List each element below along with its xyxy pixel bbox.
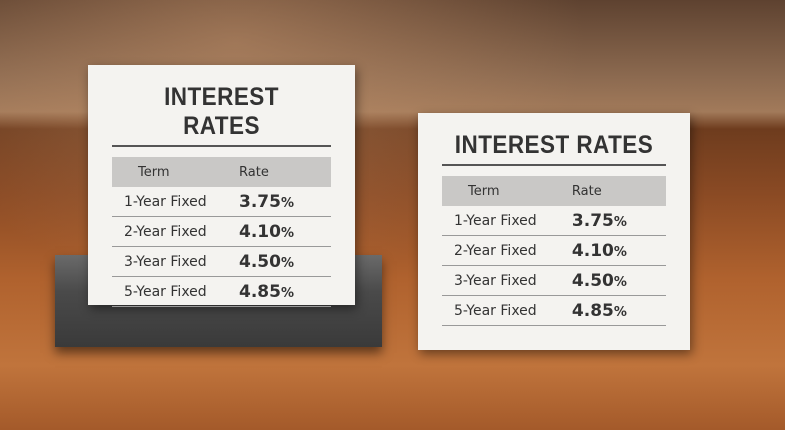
- sign-title: INTEREST RATES: [454, 131, 654, 159]
- rate-cell: 4.10%: [571, 240, 627, 261]
- table-row: 5-Year Fixed 4.85%: [442, 296, 666, 326]
- table-row: 3-Year Fixed 4.50%: [112, 247, 331, 277]
- header-cell: Term: [468, 183, 500, 199]
- table-row: 1-Year Fixed 3.75%: [112, 187, 331, 217]
- rate-cell: 4.50%: [239, 251, 294, 272]
- rate-cell: 4.50%: [571, 270, 627, 291]
- table-header: Term Rate: [442, 176, 666, 206]
- header-cell: Term: [138, 164, 170, 180]
- rate-cell: 3.75%: [571, 210, 627, 231]
- table-row: 5-Year Fixed 4.85%: [112, 277, 331, 307]
- sign-title: INTEREST RATES: [164, 83, 279, 140]
- term-cell: 2-Year Fixed: [454, 242, 537, 259]
- term-cell: 2-Year Fixed: [124, 223, 207, 240]
- table-row: 1-Year Fixed 3.75%: [442, 206, 666, 236]
- term-cell: 3-Year Fixed: [124, 253, 207, 270]
- title-rule: [112, 145, 331, 147]
- term-cell: 5-Year Fixed: [454, 302, 537, 319]
- term-cell: 3-Year Fixed: [454, 272, 537, 289]
- header-cell: Rate: [571, 183, 602, 199]
- sign: INTEREST RATES Term Rate 1-Year Fixed 3.75% 2…: [88, 65, 355, 307]
- table-row: 2-Year Fixed 4.10%: [112, 217, 331, 247]
- title-rule: [442, 164, 666, 166]
- header-cell: Rate: [239, 164, 269, 180]
- table-row: 2-Year Fixed 4.10%: [442, 236, 666, 266]
- table-row: 3-Year Fixed 4.50%: [442, 266, 666, 296]
- rate-cell: 3.75%: [239, 191, 294, 212]
- sign: INTEREST RATES Term Rate 1-Year Fixed 3.75% 2…: [418, 113, 690, 350]
- term-cell: 1-Year Fixed: [124, 193, 207, 210]
- term-cell: 5-Year Fixed: [124, 283, 207, 300]
- term-cell: 1-Year Fixed: [454, 212, 537, 229]
- table-header: Term Rate: [112, 157, 331, 187]
- rate-cell: 4.85%: [571, 300, 627, 321]
- rate-cell: 4.10%: [239, 221, 294, 242]
- rate-cell: 4.85%: [239, 281, 294, 302]
